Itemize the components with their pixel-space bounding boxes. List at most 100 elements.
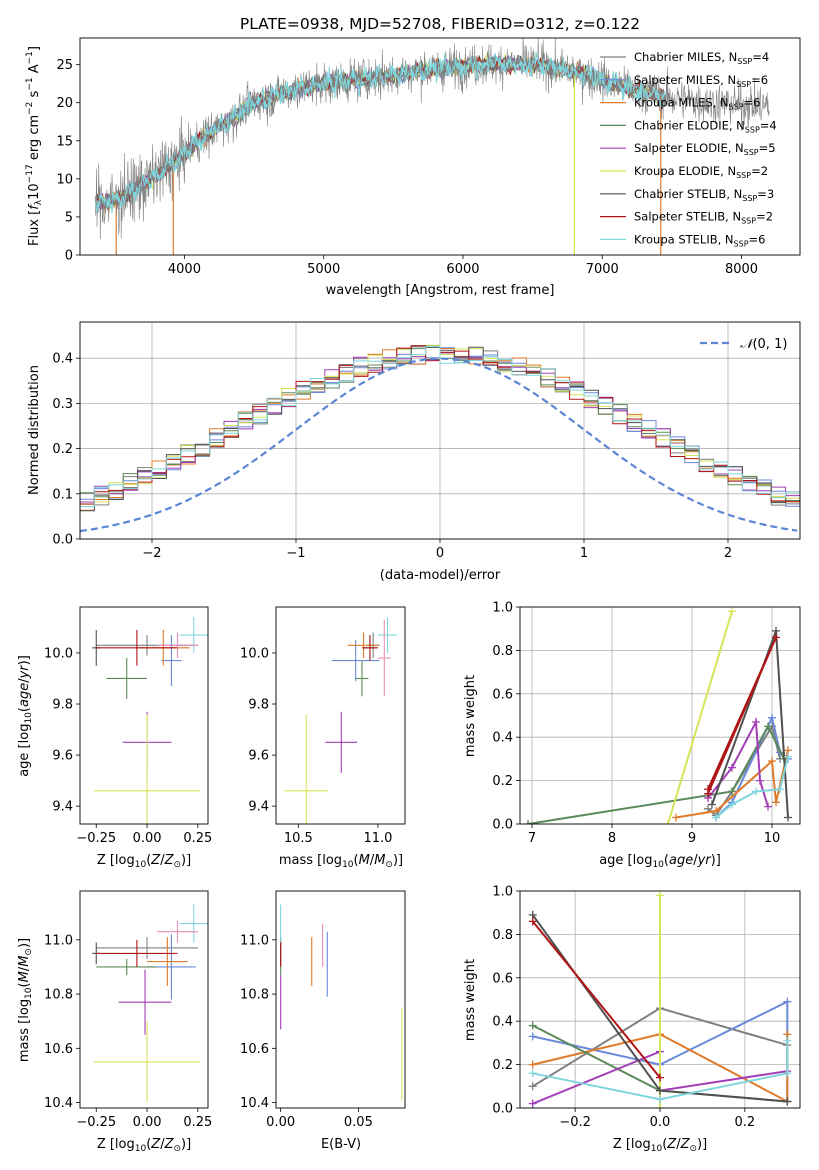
x-tick-label: 0.0 [650, 1115, 671, 1130]
y-tick-label: 0.4 [492, 1015, 513, 1030]
plot-area [283, 617, 398, 824]
weight-marker [656, 891, 664, 900]
y-tick-label: 10.0 [44, 646, 73, 661]
plot-frame [519, 890, 801, 1109]
y-tick-label: 10.8 [240, 988, 269, 1003]
weight-marker [708, 800, 716, 809]
x-axis-label: wavelength [Angstrom, rest frame] [326, 283, 555, 298]
weight-marker [712, 813, 720, 822]
age-vs-metallicity-panel: −0.25 0.00 0.25 9.4 9.6 9.8 10.0 Z [log10(Z/Z⊙)… [17, 606, 212, 870]
x-tick-label: 11.0 [363, 831, 392, 846]
weight-series [712, 752, 792, 822]
x-axis-label: Z [log10(Z/Z⊙)] [613, 1137, 707, 1154]
errorbar-point [362, 635, 378, 661]
weight-series [704, 718, 772, 811]
legend-label: Salpeter ELODIE, NSSP=5 [634, 141, 776, 157]
y-axis-label: mass [log10(M/M⊙)] [17, 938, 34, 1062]
y-tick-label: 15 [56, 134, 73, 149]
x-tick-label: −0.25 [76, 1115, 116, 1130]
y-tick-label: 5 [65, 210, 73, 225]
weight-marker [528, 1099, 537, 1108]
errorbar-point [161, 635, 182, 687]
x-tick-label: 5000 [307, 262, 340, 277]
weight-marker [752, 718, 760, 727]
mass-vs-metallicity-panel: −0.25 0.00 0.25 10.4 10.6 10.8 11.0 Z [log10(Z/… [17, 890, 212, 1154]
errorbar-point [347, 632, 380, 659]
y-tick-label: 0 [65, 249, 73, 264]
y-tick-label: 0.3 [52, 397, 73, 412]
errorbar-point [377, 617, 398, 653]
x-tick-label: 0.00 [133, 831, 162, 846]
weight-marker [672, 813, 680, 822]
weight-vs-metallicity-panel: −0.2 0.0 0.2 0.0 0.2 0.4 0.6 0.8 1.0 Z [log10(Z/Z… [463, 885, 801, 1154]
legend-label: Kroupa ELODIE, NSSP=2 [634, 164, 768, 180]
weight-line [667, 611, 733, 824]
x-tick-label: −0.2 [559, 1115, 591, 1130]
legend-label: Chabrier STELIB, NSSP=3 [634, 187, 774, 203]
y-tick-label: 9.8 [248, 698, 269, 713]
weight-series [528, 1036, 792, 1104]
weight-marker [704, 785, 712, 794]
plot-frame [275, 606, 406, 825]
weight-marker [656, 1095, 664, 1104]
y-tick-label: 0.0 [52, 533, 73, 548]
y-tick-label: 10.6 [44, 1042, 73, 1057]
y-axis-label: Normed distribution [27, 365, 42, 495]
weight-marker [784, 813, 792, 822]
errorbar-point [106, 658, 148, 699]
x-tick-label: 1 [580, 546, 588, 561]
weight-series [656, 891, 664, 1108]
weight-marker [783, 1036, 792, 1045]
normal-distribution-curve [80, 357, 798, 533]
x-tick-label: 0.05 [344, 1115, 373, 1130]
y-tick-label: 20 [56, 96, 73, 111]
weight-marker [664, 820, 672, 824]
weight-marker [783, 1097, 792, 1106]
weight-marker [728, 800, 736, 809]
weight-marker [656, 1086, 664, 1095]
x-tick-label: 0.25 [183, 1115, 212, 1130]
plot-frame [275, 890, 406, 1109]
y-tick-label: 10.8 [44, 988, 73, 1003]
y-tick-label: 0.4 [52, 352, 73, 367]
y-tick-label: 0.8 [492, 928, 513, 943]
plot-frame [79, 37, 801, 256]
x-axis-label: Z [log10(Z/Z⊙)] [97, 1137, 191, 1154]
weight-marker [524, 820, 532, 824]
x-tick-label: 4000 [168, 262, 201, 277]
legend-label: Chabrier ELODIE, NSSP=4 [634, 118, 777, 134]
errorbar-point [96, 937, 198, 959]
x-tick-label: −0.25 [76, 831, 116, 846]
y-axis-label: mass weight [463, 675, 478, 757]
weight-marker [756, 776, 764, 785]
plot-area [94, 38, 770, 255]
x-tick-label: −2 [142, 546, 161, 561]
weight-line [532, 1040, 789, 1101]
x-tick-label: 8 [608, 831, 616, 846]
y-axis-label: mass weight [463, 959, 478, 1041]
weight-marker [752, 787, 760, 796]
weight-marker [776, 785, 784, 794]
y-tick-label: 10.6 [240, 1042, 269, 1057]
errorbar-point [157, 632, 198, 659]
residuals-panel: −2 −1 0 1 2 0.0 0.1 0.2 0.3 0.4 𝒩(0, 1) (data-model… [27, 321, 801, 583]
legend-label: Kroupa STELIB, NSSP=6 [634, 232, 765, 248]
weight-series [704, 633, 780, 798]
y-tick-label: 0.0 [492, 1102, 513, 1117]
weight-marker [768, 757, 776, 766]
y-tick-label: 1.0 [492, 885, 513, 900]
weight-marker [783, 1069, 792, 1078]
histogram-step-line [80, 346, 800, 507]
y-tick-label: 0.6 [492, 971, 513, 986]
x-axis-label: (data-model)/error [380, 568, 501, 583]
y-tick-label: 0.2 [492, 774, 513, 789]
errorbar-point [179, 617, 208, 653]
errorbar-point [179, 904, 208, 943]
y-tick-label: 10.4 [44, 1096, 73, 1111]
x-tick-label: 10 [764, 831, 781, 846]
x-axis-label: Z [log10(Z/Z⊙)] [97, 853, 191, 870]
age-vs-mass-panel: 10.5 11.0 9.4 9.6 9.8 10.0 mass [log10(M/M⊙)] [240, 606, 406, 870]
errorbar-point [147, 937, 188, 986]
y-tick-label: 0.6 [492, 687, 513, 702]
